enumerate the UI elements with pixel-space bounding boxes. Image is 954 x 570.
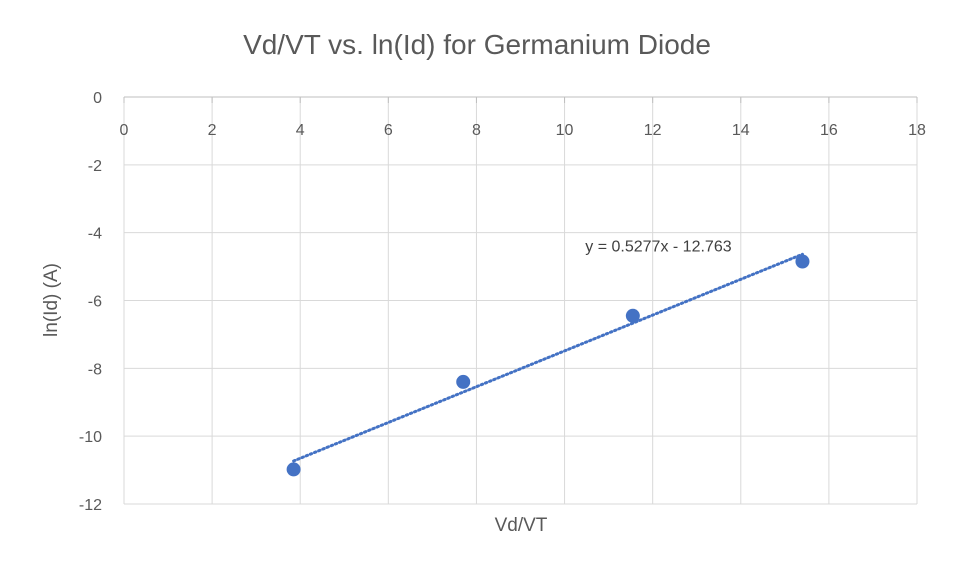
y-tick-label: 0 — [93, 90, 102, 107]
y-axis-ticks: 0 -2 -4 -6 -8 -10 -12 — [79, 90, 102, 514]
y-tick-label: -8 — [88, 361, 102, 378]
data-point — [286, 462, 301, 477]
x-axis-ticks: 0 2 4 6 8 10 12 14 16 18 — [120, 122, 926, 139]
data-points — [286, 254, 810, 477]
x-tick-label: 12 — [644, 122, 662, 139]
y-tick-label: -4 — [88, 226, 102, 243]
y-tick-label: -10 — [79, 429, 102, 446]
chart-title: Vd/VT vs. ln(Id) for Germanium Diode — [243, 29, 711, 60]
trendline — [292, 252, 804, 463]
x-axis-title: Vd/VT — [495, 515, 548, 536]
x-tick-label: 4 — [296, 122, 305, 139]
y-tick-label: -12 — [79, 497, 102, 514]
y-tick-label: -2 — [88, 158, 102, 175]
x-tick-label: 18 — [908, 122, 926, 139]
x-tick-label: 6 — [384, 122, 393, 139]
x-tick-label: 0 — [120, 122, 129, 139]
x-tick-label: 8 — [472, 122, 481, 139]
x-tick-label: 14 — [732, 122, 750, 139]
data-point — [795, 254, 810, 269]
gridlines — [123, 96, 918, 505]
x-tick-label: 10 — [556, 122, 574, 139]
data-point — [456, 374, 471, 389]
data-point — [625, 308, 640, 323]
x-tick-label: 16 — [820, 122, 838, 139]
y-axis-title: ln(Id) (A) — [41, 263, 62, 337]
trendline-equation: y = 0.5277x - 12.763 — [585, 238, 731, 255]
x-tick-label: 2 — [208, 122, 217, 139]
y-tick-label: -6 — [88, 294, 102, 311]
